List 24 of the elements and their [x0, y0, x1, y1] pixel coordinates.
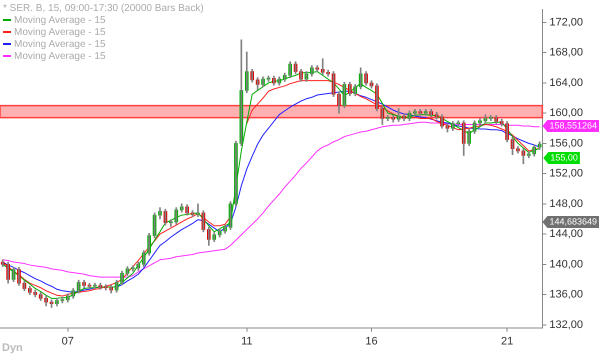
- legend-label: Moving Average - 15: [14, 50, 106, 62]
- y-tick-label: 148,00: [549, 198, 584, 210]
- legend-label: Moving Average - 15: [14, 26, 106, 38]
- text: 155,00: [550, 152, 578, 162]
- y-tick-label: 152,00: [549, 168, 584, 180]
- legend-label: Moving Average - 15: [14, 14, 106, 26]
- y-tick-label: 168,00: [549, 46, 584, 59]
- x-tick-label: 16: [365, 335, 378, 348]
- y-tick-label: 140,00: [549, 258, 584, 270]
- y-tick-label: 160,00: [549, 107, 584, 120]
- chart-title: * SER. B, 15, 09:00-17:30 (20000 Bars Back): [3, 2, 204, 14]
- text: Dyn: [2, 342, 24, 354]
- y-tick-label: 132,00: [549, 318, 584, 331]
- x-tick-label: 21: [500, 335, 514, 348]
- x-tick-label: 11: [241, 335, 252, 348]
- y-tick-label: 172,00: [549, 16, 584, 28]
- text: 144,683649: [549, 216, 598, 226]
- y-tick-label: 156,00: [549, 137, 584, 150]
- y-tick-label: 164,00: [549, 76, 584, 89]
- text: 158,551264: [549, 120, 598, 130]
- y-tick-label: 136,00: [549, 288, 584, 301]
- legend-label: Moving Average - 15: [14, 38, 106, 50]
- y-tick-label: 144,00: [549, 228, 584, 240]
- x-tick-label: 07: [62, 335, 74, 348]
